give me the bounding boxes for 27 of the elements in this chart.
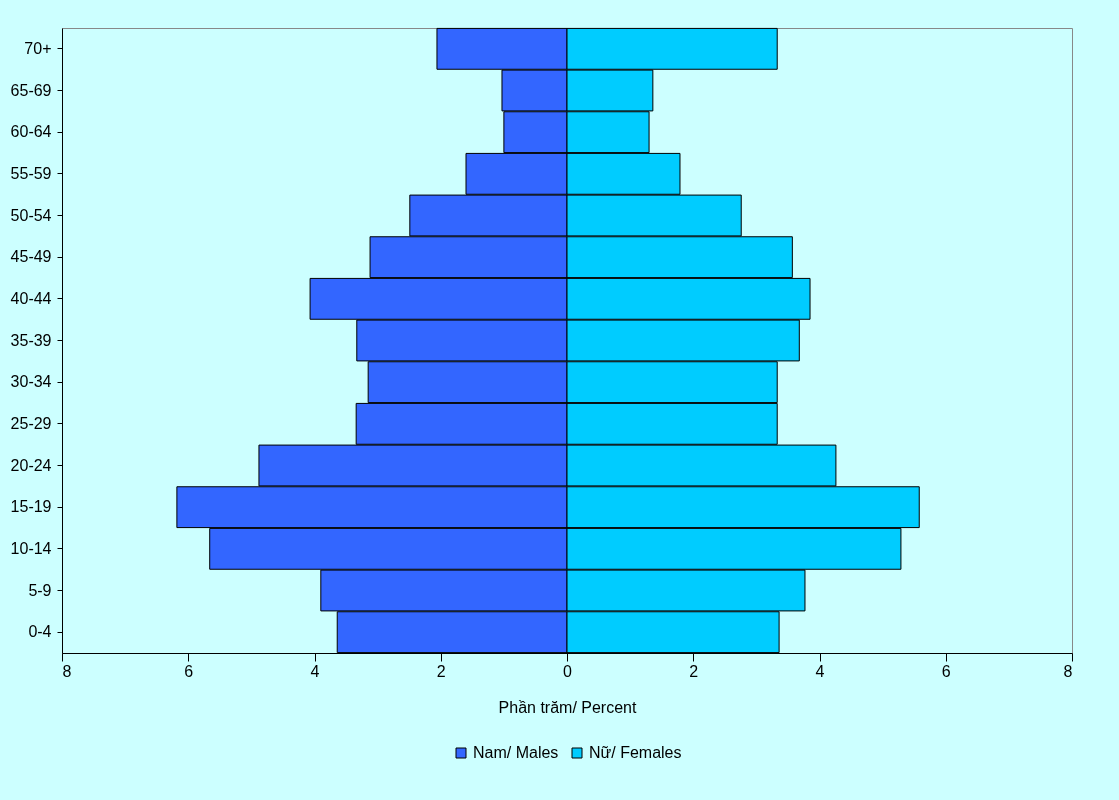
- y-tick-label: 25-29: [10, 414, 52, 432]
- x-tick-label: 6: [941, 662, 951, 680]
- x-axis-title: Phần trăm/ Percent: [498, 698, 637, 716]
- y-tick-label: 55-59: [10, 164, 52, 182]
- legend-label: Nữ/ Females: [589, 744, 682, 761]
- x-tick-label: 2: [689, 662, 699, 680]
- x-tick-label: 6: [184, 662, 194, 680]
- x-tick-label: 8: [62, 662, 72, 680]
- x-tick-label: 4: [815, 662, 825, 680]
- legend-label: Nam/ Males: [473, 744, 559, 761]
- y-tick-label: 45-49: [10, 248, 52, 266]
- y-tick-label: 60-64: [10, 123, 52, 141]
- x-tick-label: 8: [1063, 662, 1073, 680]
- x-tick-label: 0: [563, 662, 573, 680]
- y-tick-label: 65-69: [10, 81, 52, 99]
- y-tick-label: 5-9: [28, 581, 52, 599]
- x-tick-label: 2: [436, 662, 446, 680]
- y-tick-label: 30-34: [10, 373, 52, 391]
- y-tick-label: 10-14: [10, 539, 52, 557]
- y-tick-label: 40-44: [10, 289, 52, 307]
- y-tick-label: 20-24: [10, 456, 52, 474]
- y-tick-label: 0-4: [28, 623, 52, 641]
- y-tick-label: 50-54: [10, 206, 52, 224]
- y-tick-label: 15-19: [10, 498, 52, 516]
- x-tick-label: 4: [310, 662, 320, 680]
- y-tick-label: 35-39: [10, 331, 52, 349]
- y-tick-label: 70+: [24, 39, 52, 57]
